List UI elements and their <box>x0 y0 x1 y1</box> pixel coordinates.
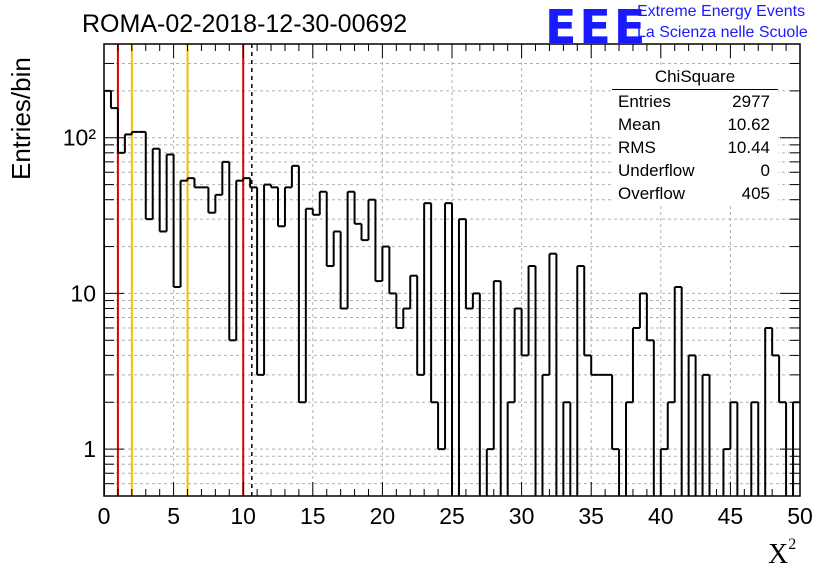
x-tick-label: 0 <box>98 503 111 529</box>
x-tick-label: 35 <box>578 503 604 529</box>
stats-title: ChiSquare <box>612 65 778 90</box>
eee-logo: EEE <box>545 0 649 54</box>
stats-row-rms: RMS 10.44 <box>612 136 778 159</box>
logo-line-1: Extreme Energy Events <box>637 3 806 20</box>
x-tick-label: 15 <box>300 503 326 529</box>
stats-row-mean: Mean 10.62 <box>612 113 778 136</box>
y-tick-label: 1 <box>83 436 96 462</box>
y-tick-label: 10 <box>70 280 96 306</box>
x-tick-label: 5 <box>167 503 180 529</box>
stats-box: ChiSquare Entries 2977 Mean 10.62 RMS 10… <box>612 65 778 205</box>
stats-label: Underflow <box>618 161 695 180</box>
x-tick-label: 50 <box>787 503 813 529</box>
logo-line-2: La Scienza nelle Scuole <box>637 24 808 41</box>
stats-value: 2977 <box>732 92 770 111</box>
x-axis-label: X2 <box>768 536 796 571</box>
stats-row-entries: Entries 2977 <box>612 90 778 113</box>
stats-value: 405 <box>741 184 770 203</box>
stats-row-underflow: Underflow 0 <box>612 159 778 182</box>
chart-title: ROMA-02-2018-12-30-00692 <box>82 10 408 38</box>
stats-row-overflow: Overflow 405 <box>612 182 778 205</box>
stats-value: 10.44 <box>727 138 770 157</box>
stats-value: 10.62 <box>727 115 770 134</box>
x-tick-label: 45 <box>718 503 744 529</box>
y-axis-label: Entries/bin <box>6 57 36 180</box>
stats-label: RMS <box>618 138 656 157</box>
x-axis-label-base: X <box>768 539 789 570</box>
stats-label: Mean <box>618 115 661 134</box>
stats-label: Entries <box>618 92 671 111</box>
x-tick-label: 20 <box>370 503 396 529</box>
stats-value: 0 <box>760 161 770 180</box>
x-axis-label-sup: 2 <box>788 536 797 553</box>
x-tick-label: 40 <box>648 503 674 529</box>
y-tick-label: 10² <box>63 125 97 151</box>
x-tick-label: 10 <box>230 503 256 529</box>
stats-label: Overflow <box>618 184 686 203</box>
x-tick-label: 30 <box>509 503 535 529</box>
x-tick-label: 25 <box>439 503 465 529</box>
